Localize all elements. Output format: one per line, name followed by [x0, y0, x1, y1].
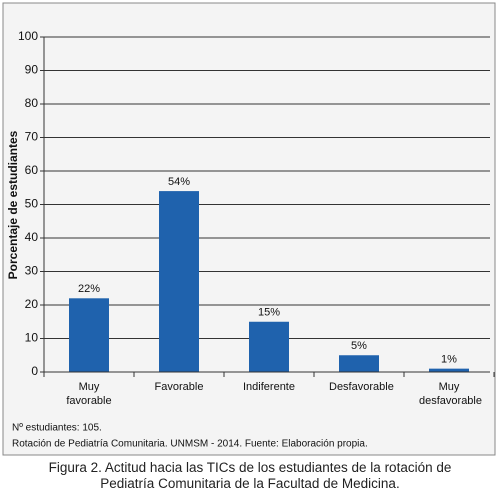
value-label: 15%	[258, 307, 280, 319]
caption: Figura 2. Actitud hacia las TICs de los …	[48, 460, 452, 491]
x-tick-label: Indiferente	[243, 381, 295, 393]
y-tick-label: 100	[18, 29, 38, 43]
x-tick-label: Muy desfavorable	[419, 381, 482, 407]
x-tick-label: Favorable	[154, 381, 204, 393]
y-tick-label: 80	[25, 96, 39, 110]
x-tick-label-box: Muy desfavorable	[419, 381, 482, 407]
y-tick-label: 90	[25, 63, 39, 77]
x-tick-label-box: Indiferente	[243, 381, 295, 393]
y-tick-label: 70	[25, 130, 39, 144]
value-label: 22%	[78, 283, 100, 295]
x-tick-label: Muy favorable	[66, 381, 112, 407]
y-axis-title: Porcentaje de estudiantes	[6, 130, 20, 279]
value-label: 54%	[168, 176, 190, 188]
bar	[429, 368, 469, 372]
bar	[69, 298, 109, 372]
y-tick-label: 20	[25, 297, 39, 311]
chart-frame	[2, 2, 496, 456]
note: Rotación de Pediatría Comunitaria. UNMSM…	[12, 439, 368, 450]
y-tick-label: 40	[25, 230, 39, 244]
x-tick-label-box: Muy favorable	[66, 381, 112, 407]
bar	[339, 355, 379, 372]
y-tick-label: 0	[31, 364, 38, 378]
bar	[249, 321, 289, 372]
bar	[159, 191, 199, 372]
y-tick-label: 10	[25, 331, 39, 345]
y-tick-label: 50	[25, 197, 39, 211]
y-tick-label: 30	[25, 264, 39, 278]
value-label: 5%	[351, 340, 367, 352]
value-label: 1%	[441, 354, 457, 366]
x-tick-label-box: Desfavorable	[329, 381, 394, 393]
x-tick-label-box: Favorable	[154, 381, 204, 393]
note: Nº estudiantes: 105.	[12, 423, 102, 434]
x-tick-label: Desfavorable	[329, 381, 394, 393]
y-tick-label: 60	[25, 163, 39, 177]
chart: Porcentaje de estudiantes Nº estudiantes…	[2, 2, 496, 456]
